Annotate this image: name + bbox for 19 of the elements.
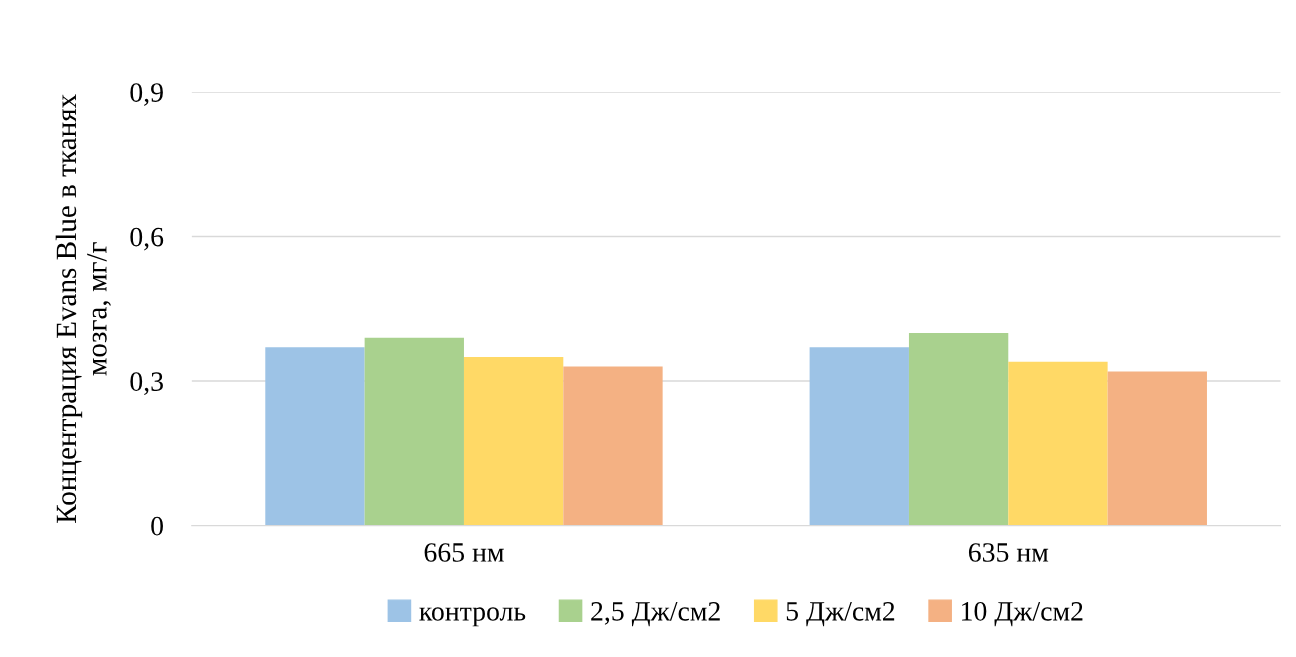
bar (364, 337, 464, 526)
y-tick-label: 0,9 (130, 83, 163, 106)
bar (1107, 371, 1207, 526)
legend-label: 10 Дж/см2 (962, 601, 1083, 627)
legend-label: контроль (419, 607, 526, 627)
legend-label: 2,5 Дж/см2 (591, 602, 720, 627)
bar (463, 356, 564, 526)
y-tick-label: 0,6 (130, 227, 164, 251)
x-tick-label: 635 нм (968, 543, 1049, 562)
bar (809, 347, 909, 526)
x-tick-label: 665 нм (424, 543, 504, 562)
bar (265, 347, 365, 526)
bar (563, 366, 663, 526)
y-axis-title: Концентрация Evans Blue в тканях мозга, мг/г (55, 94, 111, 523)
bar (1008, 361, 1108, 526)
legend-label: 5 Дж/см2 (786, 602, 895, 627)
y-tick-label: 0 (151, 516, 163, 536)
y-tick-label: 0,3 (130, 372, 163, 395)
bar (908, 332, 1009, 526)
